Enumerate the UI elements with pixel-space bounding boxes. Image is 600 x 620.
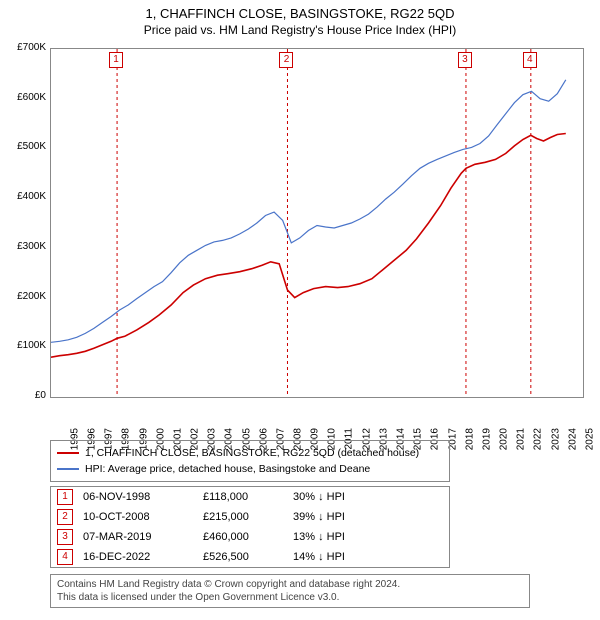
row-price: £118,000 [203,491,293,503]
x-tick-label: 2024 [567,428,578,450]
row-price: £460,000 [203,531,293,543]
transactions-table: 1 06-NOV-1998£118,00030% ↓ HPI 2 10-OCT-200… [50,486,450,568]
marker-4: 4 [523,52,537,68]
x-tick-label: 2019 [481,428,492,450]
row-date: 16-DEC-2022 [83,551,203,563]
marker-3: 3 [458,52,472,68]
row-marker: 2 [57,509,73,525]
row-pct: 30% ↓ HPI [293,491,373,503]
y-tick-label: £500K [2,141,46,152]
x-tick-label: 2020 [498,428,509,450]
legend-swatch [57,468,79,470]
marker-2: 2 [279,52,293,68]
marker-1: 1 [109,52,123,68]
y-tick-label: £700K [2,42,46,53]
legend-row-1: HPI: Average price, detached house, Basi… [57,461,443,477]
legend-swatch [57,452,79,454]
y-tick-label: £0 [2,390,46,401]
row-pct: 39% ↓ HPI [293,511,373,523]
table-row: 2 10-OCT-2008£215,00039% ↓ HPI [51,507,449,527]
row-date: 10-OCT-2008 [83,511,203,523]
y-tick-label: £200K [2,291,46,302]
row-price: £215,000 [203,511,293,523]
row-date: 06-NOV-1998 [83,491,203,503]
x-tick-label: 2023 [550,428,561,450]
legend: 1, CHAFFINCH CLOSE, BASINGSTOKE, RG22 5Q… [50,440,450,482]
footer-note: Contains HM Land Registry data © Crown c… [50,574,530,608]
table-row: 3 07-MAR-2019£460,00013% ↓ HPI [51,527,449,547]
y-tick-label: £600K [2,92,46,103]
plot-svg [51,49,583,397]
legend-label: 1, CHAFFINCH CLOSE, BASINGSTOKE, RG22 5Q… [85,445,419,461]
footer-line-2: This data is licensed under the Open Gov… [57,591,523,604]
x-tick-label: 2018 [464,428,475,450]
row-pct: 13% ↓ HPI [293,531,373,543]
y-tick-label: £300K [2,241,46,252]
row-date: 07-MAR-2019 [83,531,203,543]
legend-label: HPI: Average price, detached house, Basi… [85,461,370,477]
table-row: 4 16-DEC-2022£526,50014% ↓ HPI [51,547,449,567]
row-marker: 3 [57,529,73,545]
x-tick-label: 2021 [515,428,526,450]
row-price: £526,500 [203,551,293,563]
table-row: 1 06-NOV-1998£118,00030% ↓ HPI [51,487,449,507]
row-marker: 1 [57,489,73,505]
row-pct: 14% ↓ HPI [293,551,373,563]
x-tick-label: 2022 [533,428,544,450]
x-tick-label: 2025 [584,428,595,450]
y-tick-label: £400K [2,191,46,202]
chart-subtitle: Price paid vs. HM Land Registry's House … [0,21,600,41]
footer-line-1: Contains HM Land Registry data © Crown c… [57,578,523,591]
plot-area [50,48,584,398]
chart-title: 1, CHAFFINCH CLOSE, BASINGSTOKE, RG22 5Q… [0,0,600,21]
y-tick-label: £100K [2,340,46,351]
row-marker: 4 [57,549,73,565]
legend-row-0: 1, CHAFFINCH CLOSE, BASINGSTOKE, RG22 5Q… [57,445,443,461]
chart-container: 1, CHAFFINCH CLOSE, BASINGSTOKE, RG22 5Q… [0,0,600,620]
